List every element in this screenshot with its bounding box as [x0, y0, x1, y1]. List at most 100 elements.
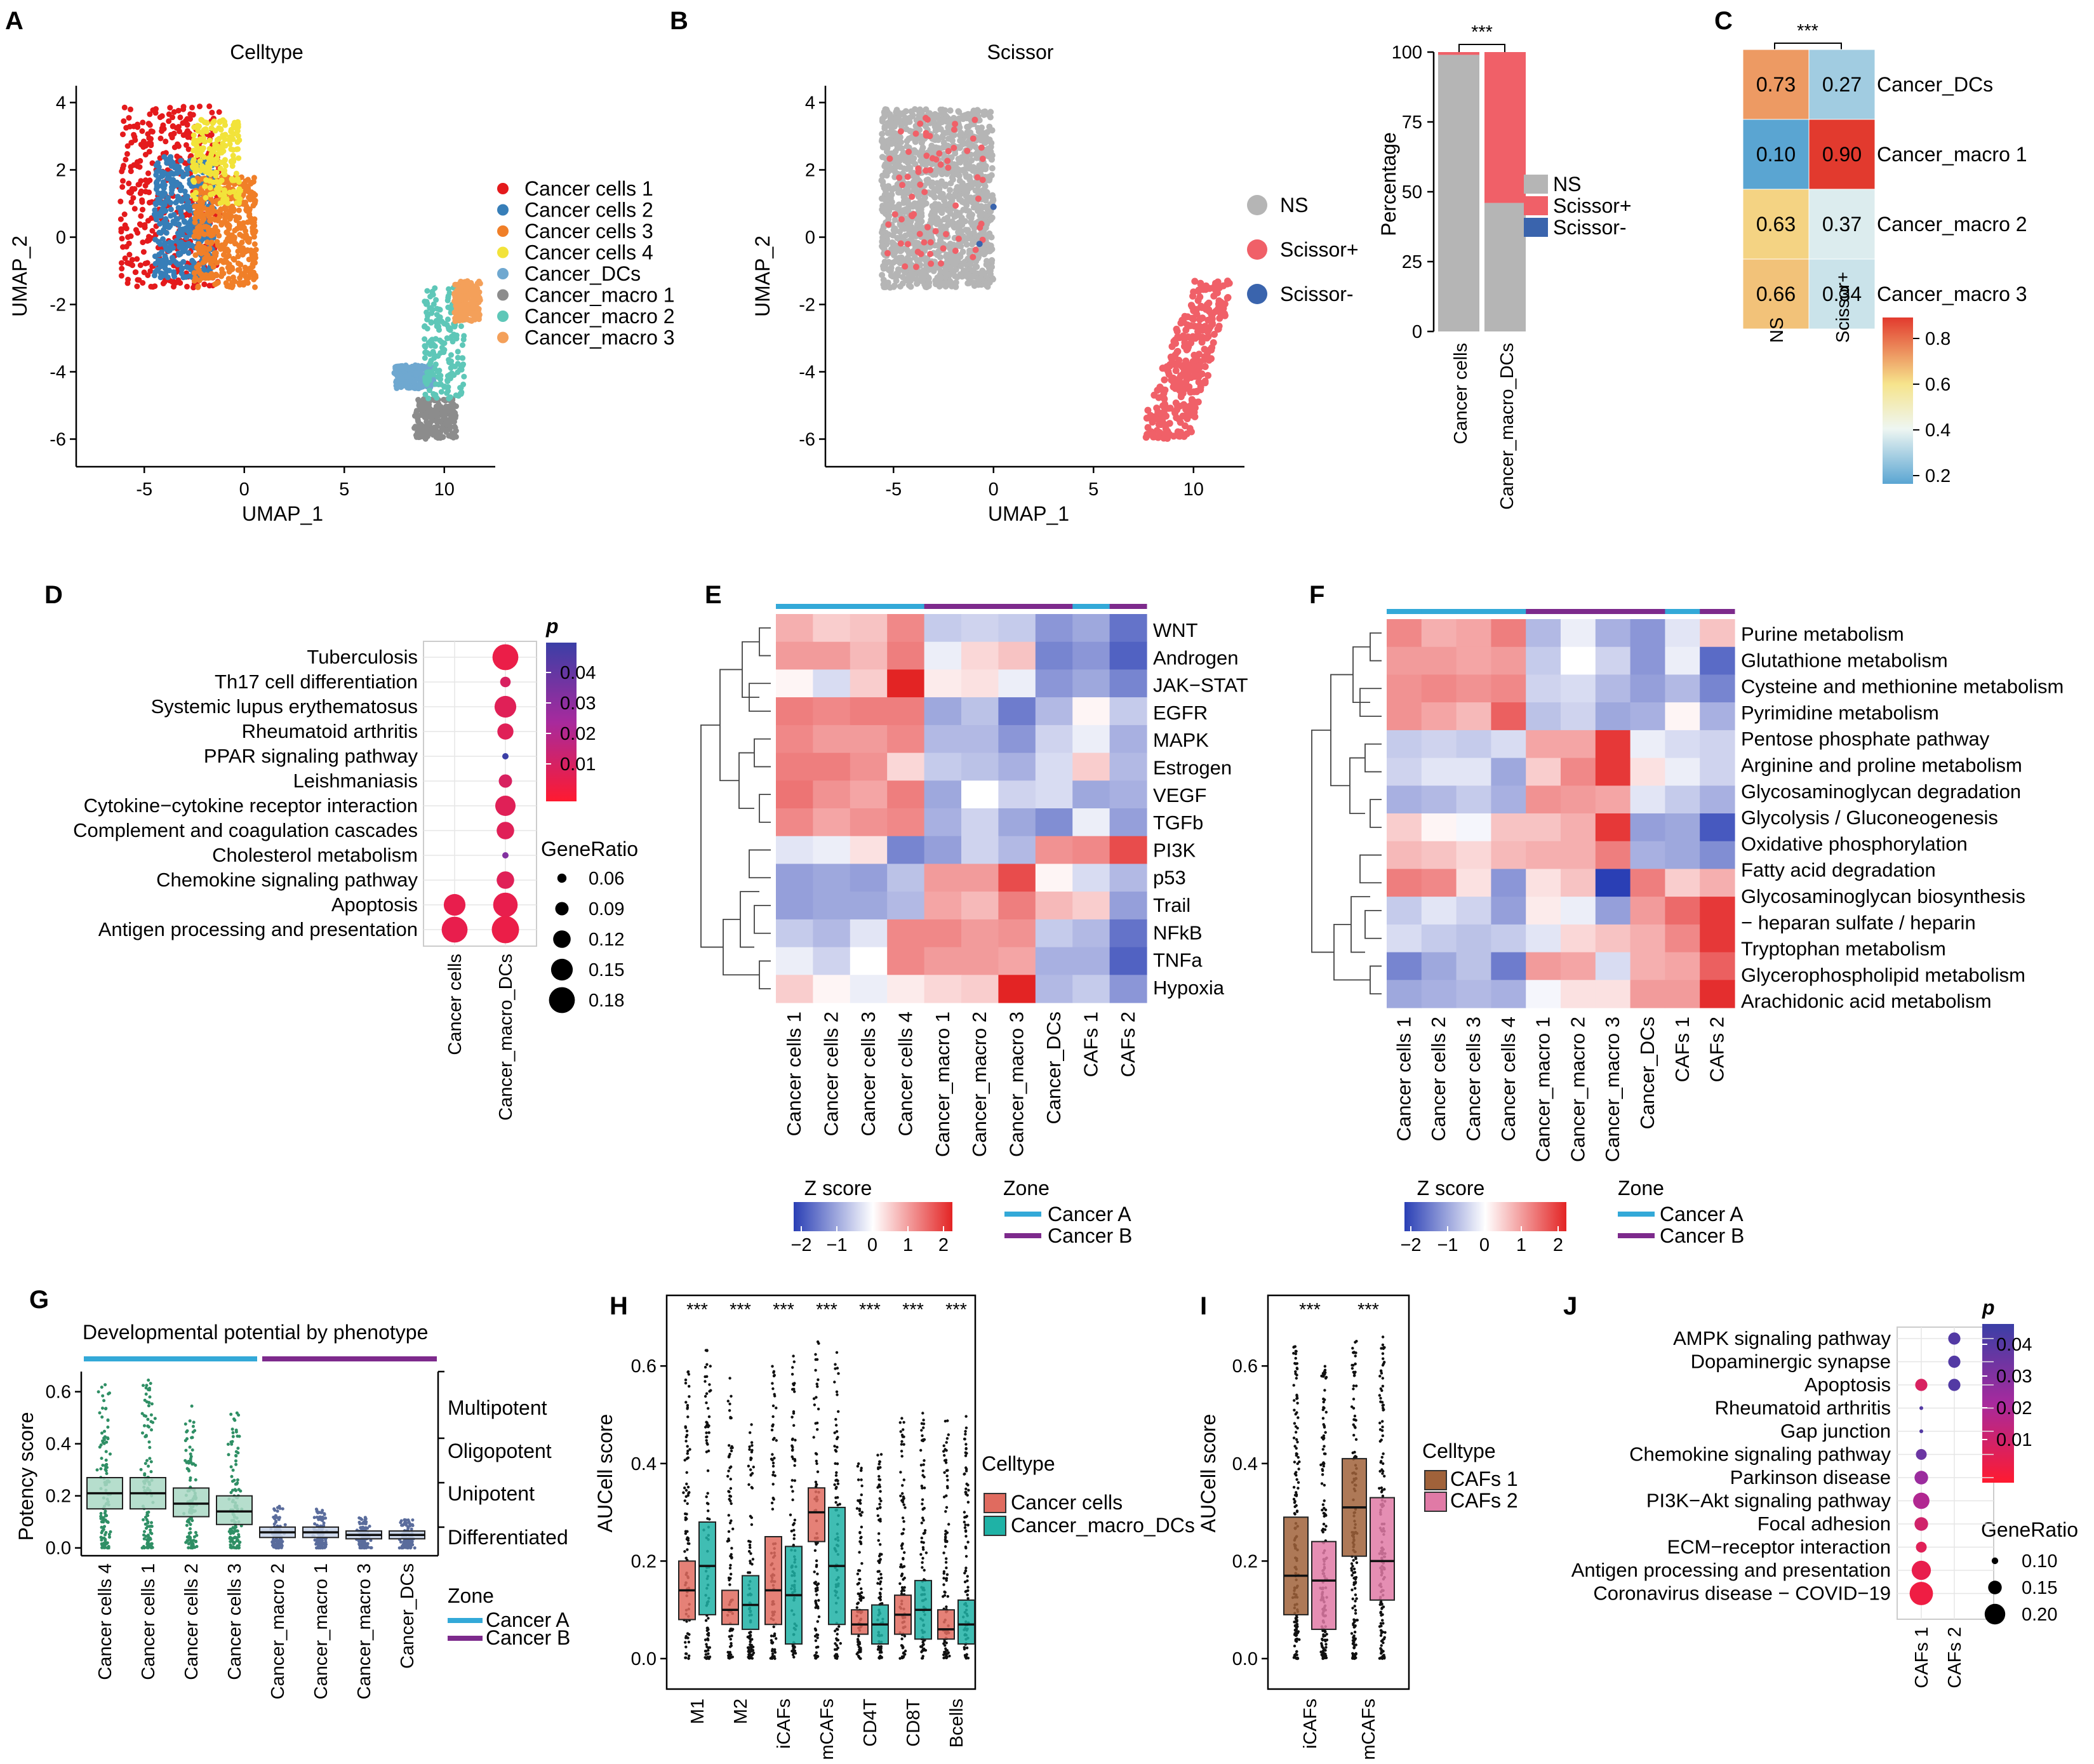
a-cell-point	[457, 391, 463, 397]
e-zone-bar	[998, 604, 1036, 609]
f-row-label: Purine metabolism	[1741, 623, 1904, 645]
a-cell-point	[226, 253, 232, 259]
e-heatmap-cell	[813, 752, 851, 781]
a-cell-point	[118, 272, 124, 279]
j-dot	[1913, 1492, 1930, 1509]
e-heatmap-cell	[924, 975, 962, 1003]
a-cell-point	[446, 371, 453, 378]
a-cell-point	[251, 222, 258, 229]
b-scissor-pos-point	[1198, 370, 1206, 378]
d-term-label: PPAR signaling pathway	[204, 745, 418, 767]
g-jitter-point	[99, 1467, 103, 1471]
b-scissor-pos-point	[1204, 328, 1211, 336]
a-cell-point	[175, 204, 182, 211]
b-ns-point	[897, 117, 903, 124]
a-cell-point	[434, 411, 441, 417]
e-row-label: Estrogen	[1153, 757, 1232, 779]
a-cell-point	[218, 147, 224, 153]
f-row-label: Arginine and proline metabolism	[1741, 754, 2022, 777]
a-cell-point	[121, 163, 127, 169]
b-sig-bracket	[1458, 44, 1505, 52]
a-cell-point	[457, 366, 463, 373]
b-ns-point	[924, 179, 931, 186]
d-dot	[502, 852, 509, 859]
f-heatmap-cell	[1561, 619, 1596, 648]
f-heatmap-cell	[1561, 702, 1596, 731]
f-heatmap-cell	[1561, 758, 1596, 786]
a-cell-point	[403, 364, 409, 370]
b-bar-xlabel: Cancer_macro_DCs	[1497, 343, 1517, 510]
a-cell-point	[216, 232, 222, 239]
b-scissor-pos-point	[916, 231, 923, 237]
b-scissor-pos-point	[1173, 348, 1181, 356]
e-heatmap-cell	[998, 669, 1036, 698]
b-legend-dot	[1247, 195, 1267, 215]
h-legend-swatch-macro	[984, 1516, 1006, 1536]
e-heatmap-cell	[1035, 836, 1073, 864]
e-col-label: Cancer cells 2	[820, 1012, 843, 1136]
panel-label-g: G	[29, 1286, 49, 1314]
b-ns-point	[975, 281, 982, 288]
g-jitter-point	[142, 1518, 145, 1521]
b-xtick-label: 10	[1184, 479, 1204, 500]
b-scissor-pos-point	[1198, 338, 1206, 346]
a-cell-point	[134, 283, 140, 290]
c-sig-label: ***	[1797, 21, 1818, 41]
f-heatmap-cell	[1595, 758, 1631, 786]
a-cell-point	[130, 262, 136, 269]
b-ns-point	[910, 226, 917, 233]
b-ns-point	[990, 196, 996, 203]
c-cell-value: 0.66	[1756, 283, 1796, 305]
a-cell-point	[206, 229, 212, 236]
b-scissor-pos-point	[1202, 286, 1210, 293]
b-legend-label: NS	[1280, 194, 1308, 217]
b-ns-point	[977, 133, 984, 140]
g-jitter-point	[147, 1440, 151, 1444]
f-heatmap-cell	[1526, 841, 1561, 869]
a-xtick-label: 10	[434, 479, 455, 500]
e-zone-b-label: Cancer B	[1048, 1224, 1132, 1247]
a-cell-point	[125, 234, 131, 240]
f-heatmap-cell	[1456, 841, 1491, 869]
b-ns-point	[963, 154, 970, 161]
b-ns-point	[955, 108, 962, 115]
a-cell-point	[231, 257, 237, 263]
a-cell-point	[178, 157, 184, 164]
a-cell-point	[396, 363, 403, 370]
f-heatmap-cell	[1526, 619, 1561, 648]
b-legend-dot	[1247, 239, 1267, 260]
a-cell-point	[422, 344, 429, 350]
b-scissor-pos-point	[921, 189, 928, 196]
e-zscore-label: −1	[826, 1235, 847, 1255]
i-legend-swatch-cafs1	[1424, 1470, 1447, 1490]
a-cell-point	[187, 116, 193, 122]
b-ns-point	[878, 195, 885, 202]
g-jitter-point	[106, 1426, 110, 1429]
b-scissor-pos-point	[952, 121, 959, 128]
b-scissor-pos-point	[1217, 309, 1224, 316]
f-col-label: Cancer_macro 3	[1601, 1017, 1624, 1162]
g-jitter-point	[143, 1530, 146, 1533]
e-heatmap-cell	[1109, 919, 1147, 948]
b-ylabel: UMAP_2	[751, 236, 774, 317]
b-ns-point	[957, 197, 964, 204]
a-cell-point	[192, 196, 199, 202]
e-heatmap-cell	[887, 947, 925, 975]
a-cell-point	[119, 236, 125, 242]
d-term-label: Rheumatoid arthritis	[242, 720, 418, 742]
g-jitter-point	[104, 1531, 108, 1534]
a-cell-point	[210, 179, 217, 185]
e-heatmap-cell	[813, 697, 851, 726]
b-scissor-pos-point	[1197, 281, 1204, 288]
g-jitter-point	[104, 1407, 107, 1411]
j-term-label: Parkinson disease	[1730, 1466, 1891, 1488]
b-ns-point	[930, 267, 937, 274]
b-scissor-pos-point	[955, 236, 962, 242]
j-plot-frame	[1897, 1326, 1994, 1620]
a-cell-point	[235, 133, 241, 139]
e-heatmap-cell	[850, 864, 888, 892]
g-jitter-point	[105, 1472, 109, 1475]
b-ns-point	[934, 215, 941, 222]
a-ylabel: UMAP_2	[8, 236, 31, 317]
